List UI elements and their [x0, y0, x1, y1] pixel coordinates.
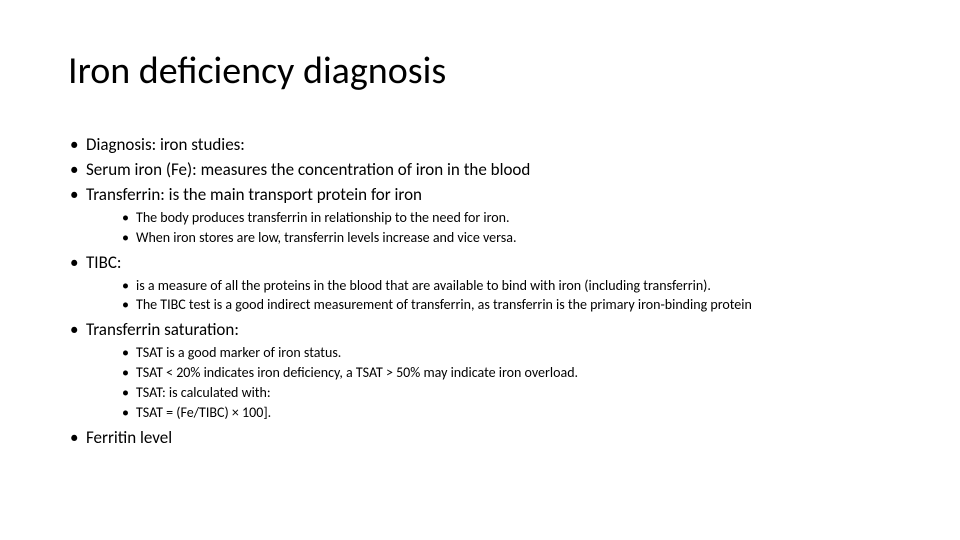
bullet-list: Diagnosis: iron studies: Serum iron (Fe)…: [68, 134, 900, 450]
sub-bullet-item: TSAT < 20% indicates iron deficiency, a …: [122, 364, 900, 383]
slide-title: Iron deficiency diagnosis: [68, 48, 900, 94]
bullet-item: Transferrin saturation: TSAT is a good m…: [68, 319, 900, 423]
sub-bullet-item: When iron stores are low, transferrin le…: [122, 229, 900, 248]
sub-bullet-item: The TIBC test is a good indirect measure…: [122, 296, 900, 315]
bullet-text: TIBC:: [86, 252, 121, 273]
bullet-item: Transferrin: is the main transport prote…: [68, 184, 900, 248]
sub-bullet-item: TSAT: is calculated with:: [122, 384, 900, 403]
sub-bullet-list: TSAT is a good marker of iron status. TS…: [122, 344, 900, 423]
sub-bullet-item: TSAT = (Fe/TIBC) × 100].: [122, 404, 900, 423]
sub-bullet-item: is a measure of all the proteins in the …: [122, 277, 900, 296]
sub-bullet-item: The body produces transferrin in relatio…: [122, 209, 900, 228]
bullet-item: Serum iron (Fe): measures the concentrat…: [68, 159, 900, 182]
slide: Iron deficiency diagnosis Diagnosis: iro…: [0, 0, 960, 540]
bullet-item: Diagnosis: iron studies:: [68, 134, 900, 157]
sub-bullet-list: is a measure of all the proteins in the …: [122, 277, 900, 316]
bullet-item: TIBC: is a measure of all the proteins i…: [68, 252, 900, 316]
bullet-text: Transferrin: is the main transport prote…: [86, 184, 422, 205]
sub-bullet-list: The body produces transferrin in relatio…: [122, 209, 900, 248]
sub-bullet-item: TSAT is a good marker of iron status.: [122, 344, 900, 363]
bullet-text: Transferrin saturation:: [86, 319, 239, 340]
bullet-item: Ferritin level: [68, 427, 900, 450]
